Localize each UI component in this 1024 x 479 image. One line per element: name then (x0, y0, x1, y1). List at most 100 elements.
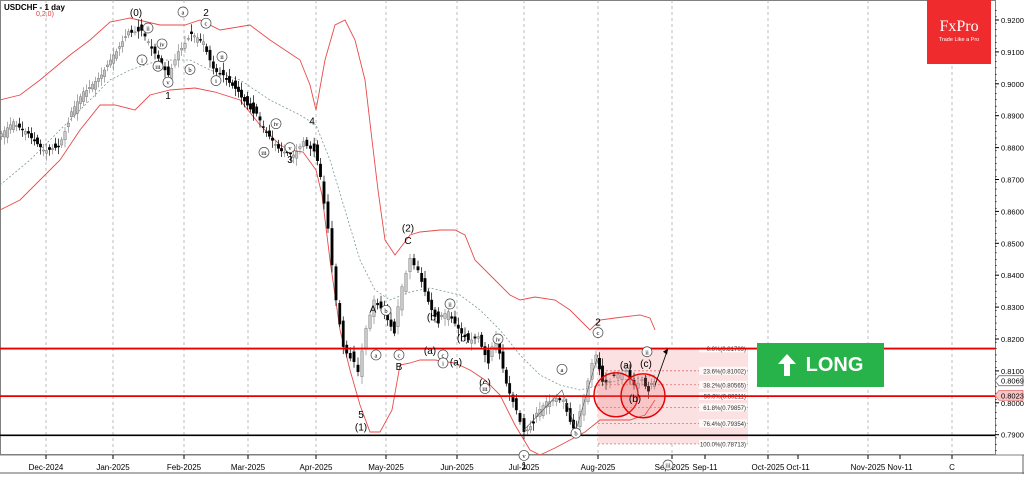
signal-label: LONG (805, 353, 864, 376)
wave-label-circle (200, 17, 212, 29)
x-tick-label: Jun-2025 (440, 463, 474, 472)
wave-label: B (396, 362, 403, 373)
x-tick-label: Jul-2025 (509, 463, 540, 472)
wave-label-circle (393, 349, 405, 361)
wave-label-circle (437, 357, 449, 369)
bollinger-lower (0, 87, 656, 456)
wave-label: a (375, 352, 378, 359)
wave-label: (1) (355, 423, 367, 434)
wave-label: 2 (595, 317, 601, 328)
wave-label: iii (261, 150, 267, 157)
wave-label-circle (162, 76, 174, 88)
wave-label-circle (184, 64, 196, 75)
wave-label: v (522, 453, 526, 460)
wave-label: A (370, 305, 377, 316)
x-tick-label: Oct-11 (786, 463, 810, 472)
bollinger-middle (0, 59, 656, 391)
fib-level-label: 0.0%(0.81709) (707, 347, 746, 353)
wave-label: a (182, 10, 185, 17)
wave-label: i (215, 78, 217, 85)
x-tick-label: Dec-2024 (29, 463, 64, 472)
wave-label-circle (570, 427, 582, 439)
wave-label-circle (142, 22, 154, 34)
wave-label: ii (220, 54, 224, 61)
wave-label: iii (155, 64, 161, 71)
wave-label: (b) (427, 313, 439, 324)
x-tick-label: C (949, 463, 955, 472)
x-tick-label: Feb-2025 (167, 463, 202, 472)
x-tick-label: Nov-2025 (851, 463, 886, 472)
wave-label: iv (495, 337, 501, 344)
x-tick-label: May-2025 (368, 463, 404, 472)
logo-tagline: Trade Like a Pro (938, 37, 980, 43)
fib-level-label: 38.2%(0.80565) (703, 383, 746, 389)
fib-level-label: 61.8%(0.79857) (703, 406, 746, 412)
wave-label-circle (284, 142, 296, 153)
wave-label-circle (479, 383, 491, 394)
highlight-circle (593, 372, 639, 418)
candles (0, 18, 656, 440)
wave-label: ii (448, 301, 452, 308)
wave-label-circle (518, 450, 530, 461)
fxpro-logo: FxPro Trade Like a Pro (927, 0, 991, 64)
wave-label: 5 (358, 410, 364, 421)
wave-label-circle (136, 54, 148, 66)
price-tag: 0.80234 (1001, 391, 1024, 400)
arrow-up-icon (777, 354, 796, 376)
wave-label: (a) (424, 346, 436, 357)
indicator-params: 0,2,0) (36, 11, 54, 18)
wave-label: (2) (402, 223, 414, 234)
bollinger-upper (0, 17, 656, 331)
wave-label: c (597, 330, 600, 337)
x-tick-label: Oct-2025 (752, 463, 785, 472)
wave-label: (a) (620, 361, 632, 372)
fib-level-label: 76.4%(0.79354) (703, 422, 746, 428)
wave-label: C (404, 236, 411, 247)
wave-label: (b) (457, 333, 469, 344)
fib-level-label: 50.0%(0.80211) (704, 395, 746, 401)
wave-label: 1 (521, 461, 527, 472)
x-tick-label: Aug-2025 (581, 463, 616, 472)
wave-label: c (442, 352, 445, 359)
wave-label: 4 (309, 116, 315, 127)
logo-brand: FxPro (939, 18, 979, 35)
long-signal-badge: LONG (757, 343, 884, 387)
wave-label-circle (492, 333, 504, 345)
wave-label-circle (444, 298, 456, 310)
wave-label-circle (370, 349, 382, 361)
wave-label: (0) (130, 8, 142, 19)
wave-label: a (561, 367, 564, 374)
wave-label-circle (592, 327, 604, 338)
x-tick-label: Jan-2025 (96, 463, 130, 472)
wave-label: c (398, 352, 401, 359)
wave-label-circle (270, 118, 282, 130)
x-tick-label: Nov-11 (887, 463, 913, 472)
wave-label: 2 (203, 8, 209, 19)
wave-label-circle (380, 304, 392, 316)
wave-label-circle (177, 6, 189, 18)
wave-label: b (574, 431, 577, 438)
highlight-circle (620, 373, 666, 419)
wave-label-circle (556, 363, 568, 375)
wave-label-circle (156, 38, 168, 50)
projection-arrow (654, 348, 669, 386)
x-tick-label: Mar-2025 (231, 463, 266, 472)
price-tag: 0.80692 (1001, 377, 1024, 386)
wave-label: iii (482, 386, 488, 393)
wave-label: b (188, 67, 191, 74)
wave-label: b (384, 308, 387, 315)
wave-label: 3 (287, 155, 293, 166)
wave-label-circle (662, 459, 674, 471)
wave-label-circle (216, 51, 228, 63)
